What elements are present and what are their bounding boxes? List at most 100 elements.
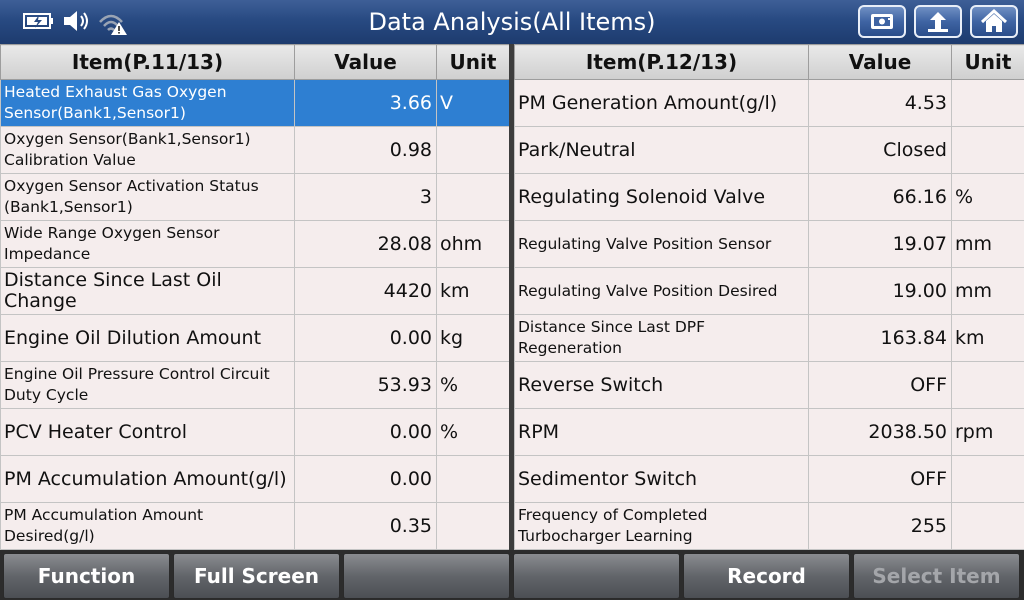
right-data-table: Item(P.12/13) Value Unit PM Generation A…	[514, 44, 1024, 550]
item-value: 0.35	[294, 502, 437, 550]
table-row[interactable]: Park/Neutral Closed	[514, 126, 1024, 174]
item-unit: V	[436, 79, 510, 127]
item-value: 0.00	[294, 455, 437, 503]
page-title: Data Analysis(All Items)	[368, 8, 656, 36]
table-row[interactable]: Engine Oil Pressure Control Circuit Duty…	[0, 361, 510, 409]
item-unit: ohm	[436, 220, 510, 268]
item-unit	[436, 455, 510, 503]
table-row[interactable]: Regulating Solenoid Valve 66.16 %	[514, 173, 1024, 221]
item-name: Regulating Valve Position Desired	[514, 267, 809, 315]
left-data-table: Item(P.11/13) Value Unit Heated Exhaust …	[0, 44, 510, 550]
table-header: Item(P.12/13) Value Unit	[514, 44, 1024, 80]
item-value: 0.98	[294, 126, 437, 174]
item-value: 3	[294, 173, 437, 221]
back-button[interactable]	[914, 5, 962, 38]
item-value: OFF	[808, 455, 952, 503]
table-row[interactable]: Frequency of Completed Turbocharger Lear…	[514, 502, 1024, 550]
table-row[interactable]: Regulating Valve Position Desired 19.00 …	[514, 267, 1024, 315]
item-unit: km	[436, 267, 510, 315]
item-name: Distance Since Last DPF Regeneration	[514, 314, 809, 362]
screenshot-button[interactable]	[858, 5, 906, 38]
item-unit	[951, 79, 1024, 127]
item-value: 0.00	[294, 408, 437, 456]
empty-button-1[interactable]	[343, 553, 510, 599]
item-unit	[951, 455, 1024, 503]
item-name: Oxygen Sensor(Bank1,Sensor1) Calibration…	[0, 126, 295, 174]
table-row[interactable]: Engine Oil Dilution Amount 0.00 kg	[0, 314, 510, 362]
item-unit	[951, 502, 1024, 550]
item-unit	[436, 502, 510, 550]
item-name: PM Accumulation Amount Desired(g/l)	[0, 502, 295, 550]
item-value: 28.08	[294, 220, 437, 268]
item-name: Reverse Switch	[514, 361, 809, 409]
item-value: 255	[808, 502, 952, 550]
column-value: Value	[294, 44, 437, 80]
item-value: 163.84	[808, 314, 952, 362]
item-unit: mm	[951, 267, 1024, 315]
full-screen-button[interactable]: Full Screen	[173, 553, 340, 599]
item-name: Distance Since Last Oil Change	[0, 267, 295, 315]
item-name: PM Generation Amount(g/l)	[514, 79, 809, 127]
record-button[interactable]: Record	[683, 553, 850, 599]
table-row[interactable]: Regulating Valve Position Sensor 19.07 m…	[514, 220, 1024, 268]
table-row-selected[interactable]: Heated Exhaust Gas Oxygen Sensor(Bank1,S…	[0, 79, 510, 127]
item-value: 3.66	[294, 79, 437, 127]
column-value: Value	[808, 44, 952, 80]
column-item: Item(P.11/13)	[0, 44, 295, 80]
item-unit: %	[436, 361, 510, 409]
item-value: 19.07	[808, 220, 952, 268]
item-value: 19.00	[808, 267, 952, 315]
table-row[interactable]: PM Generation Amount(g/l) 4.53	[514, 79, 1024, 127]
item-name: Park/Neutral	[514, 126, 809, 174]
item-unit	[436, 173, 510, 221]
item-unit: kg	[436, 314, 510, 362]
home-button[interactable]	[970, 5, 1018, 38]
bottom-toolbar: Function Full Screen Record Select Item	[0, 550, 1024, 600]
table-row[interactable]: RPM 2038.50 rpm	[514, 408, 1024, 456]
item-unit	[951, 361, 1024, 409]
table-row[interactable]: Distance Since Last Oil Change 4420 km	[0, 267, 510, 315]
item-name: Frequency of Completed Turbocharger Lear…	[514, 502, 809, 550]
item-name: Oxygen Sensor Activation Status (Bank1,S…	[0, 173, 295, 221]
wifi-warning-icon	[96, 0, 130, 48]
item-unit: %	[436, 408, 510, 456]
item-name: Regulating Solenoid Valve	[514, 173, 809, 221]
item-name: Wide Range Oxygen Sensor Impedance	[0, 220, 295, 268]
table-row[interactable]: Oxygen Sensor Activation Status (Bank1,S…	[0, 173, 510, 221]
item-value: 66.16	[808, 173, 952, 221]
item-name: PM Accumulation Amount(g/l)	[0, 455, 295, 503]
table-row[interactable]: PM Accumulation Amount(g/l) 0.00	[0, 455, 510, 503]
item-unit	[951, 126, 1024, 174]
column-unit: Unit	[436, 44, 510, 80]
item-value: Closed	[808, 126, 952, 174]
function-button[interactable]: Function	[3, 553, 170, 599]
item-name: Sedimentor Switch	[514, 455, 809, 503]
item-value: 53.93	[294, 361, 437, 409]
table-row[interactable]: Reverse Switch OFF	[514, 361, 1024, 409]
select-item-button[interactable]: Select Item	[853, 553, 1020, 599]
item-name: PCV Heater Control	[0, 408, 295, 456]
table-row[interactable]: PCV Heater Control 0.00 %	[0, 408, 510, 456]
column-unit: Unit	[951, 44, 1024, 80]
item-value: 0.00	[294, 314, 437, 362]
item-unit: rpm	[951, 408, 1024, 456]
table-row[interactable]: Wide Range Oxygen Sensor Impedance 28.08…	[0, 220, 510, 268]
column-item: Item(P.12/13)	[514, 44, 809, 80]
item-value: OFF	[808, 361, 952, 409]
table-header: Item(P.11/13) Value Unit	[0, 44, 510, 80]
empty-button-2[interactable]	[513, 553, 680, 599]
table-row[interactable]: Sedimentor Switch OFF	[514, 455, 1024, 503]
item-value: 2038.50	[808, 408, 952, 456]
table-row[interactable]: Oxygen Sensor(Bank1,Sensor1) Calibration…	[0, 126, 510, 174]
item-name: Heated Exhaust Gas Oxygen Sensor(Bank1,S…	[0, 79, 295, 127]
item-unit: mm	[951, 220, 1024, 268]
table-row[interactable]: Distance Since Last DPF Regeneration 163…	[514, 314, 1024, 362]
item-name: RPM	[514, 408, 809, 456]
item-value: 4.53	[808, 79, 952, 127]
item-name: Regulating Valve Position Sensor	[514, 220, 809, 268]
battery-icon	[22, 0, 56, 48]
item-unit	[436, 126, 510, 174]
table-row[interactable]: PM Accumulation Amount Desired(g/l) 0.35	[0, 502, 510, 550]
item-unit: %	[951, 173, 1024, 221]
title-bar: Data Analysis(All Items)	[0, 0, 1024, 45]
